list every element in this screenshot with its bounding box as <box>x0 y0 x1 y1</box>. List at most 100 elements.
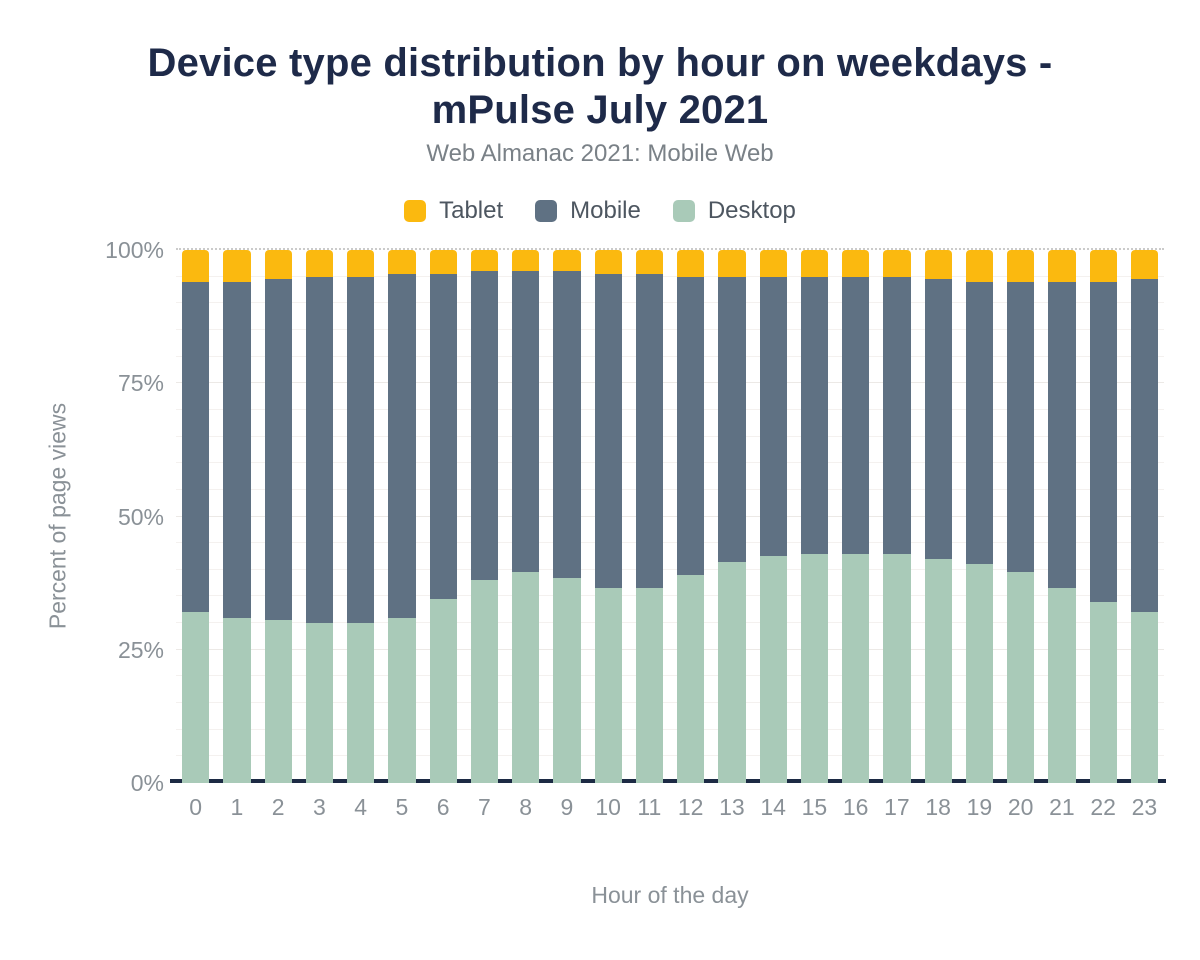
legend-item-desktop: Desktop <box>672 197 796 225</box>
bar-hour-2 <box>264 250 292 783</box>
x-tick-19: 19 <box>966 794 993 820</box>
segment-mobile-hour-21 <box>1048 282 1076 589</box>
gridline-70 <box>176 408 1164 410</box>
bar-hour-5 <box>388 250 416 783</box>
gridline-25 <box>176 648 1164 650</box>
bar-hour-15 <box>800 250 828 783</box>
segment-desktop-hour-14 <box>759 556 787 783</box>
segment-tablet-hour-20 <box>1007 250 1035 282</box>
segment-desktop-hour-16 <box>842 553 870 783</box>
segment-mobile-hour-4 <box>347 276 375 624</box>
segment-tablet-hour-14 <box>759 250 787 277</box>
segment-mobile-hour-8 <box>512 271 540 573</box>
bar-hour-8 <box>512 250 540 783</box>
x-tick-22: 22 <box>1090 794 1116 820</box>
segment-tablet-hour-2 <box>264 250 292 280</box>
y-tick-50: 50% <box>117 503 164 530</box>
segment-desktop-hour-5 <box>388 617 416 783</box>
x-tick-12: 12 <box>677 794 704 820</box>
segment-desktop-hour-4 <box>347 623 375 783</box>
segment-tablet-hour-5 <box>388 250 416 274</box>
segment-mobile-hour-10 <box>594 274 622 589</box>
segment-desktop-hour-23 <box>1130 612 1158 783</box>
bar-hour-10 <box>594 250 622 783</box>
bar-hour-13 <box>718 250 746 783</box>
segment-tablet-hour-1 <box>223 250 251 282</box>
bar-hour-20 <box>1007 250 1035 783</box>
segment-tablet-hour-13 <box>718 250 746 277</box>
gridline-35 <box>176 595 1164 597</box>
gridline-55 <box>176 488 1164 490</box>
legend-swatch-mobile <box>535 200 558 222</box>
gridline-90 <box>176 302 1164 304</box>
bar-hour-7 <box>470 250 498 783</box>
segment-desktop-hour-2 <box>264 620 292 783</box>
bar-hour-17 <box>883 250 911 783</box>
segment-mobile-hour-22 <box>1089 281 1117 602</box>
bar-hour-21 <box>1048 250 1076 783</box>
segment-mobile-hour-16 <box>842 276 870 554</box>
segment-mobile-hour-13 <box>718 276 746 562</box>
legend-label-tablet: Tablet <box>439 197 504 224</box>
segment-mobile-hour-17 <box>883 276 911 554</box>
bar-hour-12 <box>677 250 705 783</box>
segment-desktop-hour-6 <box>429 599 457 783</box>
y-tick-25: 25% <box>117 636 164 663</box>
bar-hour-18 <box>924 250 952 783</box>
segment-tablet-hour-23 <box>1130 250 1158 280</box>
bar-hour-6 <box>429 250 457 783</box>
segment-mobile-hour-1 <box>223 282 251 618</box>
segment-tablet-hour-18 <box>924 250 952 280</box>
segment-mobile-hour-3 <box>305 276 333 624</box>
legend-item-tablet: Tablet <box>404 197 503 225</box>
segment-tablet-hour-6 <box>429 250 457 274</box>
segment-desktop-hour-19 <box>965 564 993 783</box>
chart-title: Device type distribution by hour on week… <box>50 40 1150 134</box>
bar-hour-1 <box>223 250 251 783</box>
segment-tablet-hour-7 <box>470 250 498 272</box>
x-axis-ticks: 0 1 2 3 4 5 6 7 8 9 10 11 12 13 14 15 16 17 18 19 20 21 22 23 <box>176 794 1164 821</box>
segment-tablet-hour-16 <box>842 250 870 277</box>
gridline-10 <box>176 728 1164 730</box>
segment-desktop-hour-22 <box>1089 601 1117 783</box>
gridline-75 <box>176 382 1164 384</box>
gridline-20 <box>176 675 1164 677</box>
segment-tablet-hour-12 <box>677 250 705 277</box>
segment-mobile-hour-9 <box>553 271 581 578</box>
bar-hour-3 <box>305 250 333 783</box>
gridline-95 <box>176 275 1164 277</box>
segment-mobile-hour-12 <box>677 276 705 576</box>
bar-hour-16 <box>842 250 870 783</box>
x-tick-20: 20 <box>1007 794 1034 820</box>
segment-mobile-hour-15 <box>800 276 828 554</box>
bar-hour-14 <box>759 250 787 783</box>
bars <box>176 250 1164 783</box>
x-tick-7: 7 <box>477 794 491 820</box>
x-tick-21: 21 <box>1049 794 1075 820</box>
segment-desktop-hour-17 <box>883 553 911 783</box>
x-tick-15: 15 <box>801 794 828 820</box>
segment-tablet-hour-4 <box>347 250 375 277</box>
segment-tablet-hour-3 <box>305 250 333 277</box>
bar-hour-23 <box>1130 250 1158 783</box>
segment-mobile-hour-7 <box>470 271 498 581</box>
segment-desktop-hour-3 <box>305 623 333 783</box>
bar-hour-11 <box>635 250 663 783</box>
chart-subtitle: Web Almanac 2021: Mobile Web <box>426 140 774 167</box>
x-tick-6: 6 <box>436 794 450 820</box>
y-axis-ticks: 0% 25% 50% 75% 100% <box>0 237 164 796</box>
segment-mobile-hour-14 <box>759 276 787 557</box>
segment-mobile-hour-11 <box>635 274 663 589</box>
x-tick-0: 0 <box>189 794 203 820</box>
x-tick-16: 16 <box>842 794 869 820</box>
y-tick-100: 100% <box>105 237 164 263</box>
x-tick-5: 5 <box>395 794 409 820</box>
gridline-15 <box>176 702 1164 704</box>
y-tick-75: 75% <box>117 370 164 397</box>
segment-mobile-hour-0 <box>182 282 210 613</box>
segment-tablet-hour-9 <box>553 250 581 272</box>
x-tick-11: 11 <box>637 794 662 820</box>
segment-mobile-hour-20 <box>1007 281 1035 573</box>
segment-desktop-hour-12 <box>677 575 705 783</box>
x-tick-3: 3 <box>312 794 326 820</box>
